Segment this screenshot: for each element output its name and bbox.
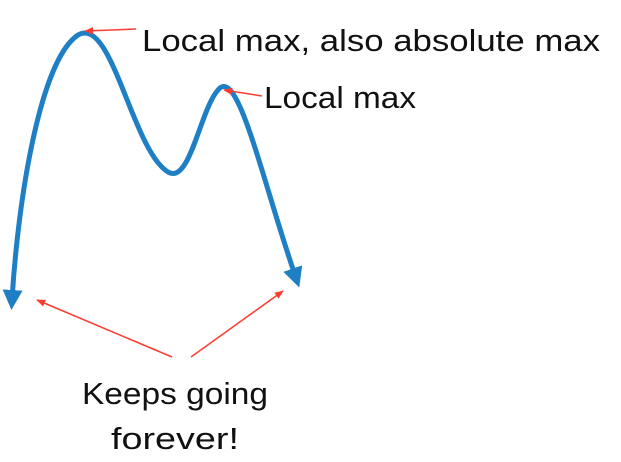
function-curve [2, 30, 303, 310]
absolute-max-arrow [84, 27, 137, 35]
right-forever-arrow [190, 290, 284, 358]
forever-label-line1: Keeps going [82, 376, 268, 411]
left-forever-arrow [36, 299, 173, 358]
local-max-label: Local max [264, 80, 417, 115]
local-max-arrow [223, 87, 263, 97]
absolute-max-label: Local max, also absolute max [142, 23, 601, 58]
forever-label-line2: forever! [111, 421, 239, 456]
